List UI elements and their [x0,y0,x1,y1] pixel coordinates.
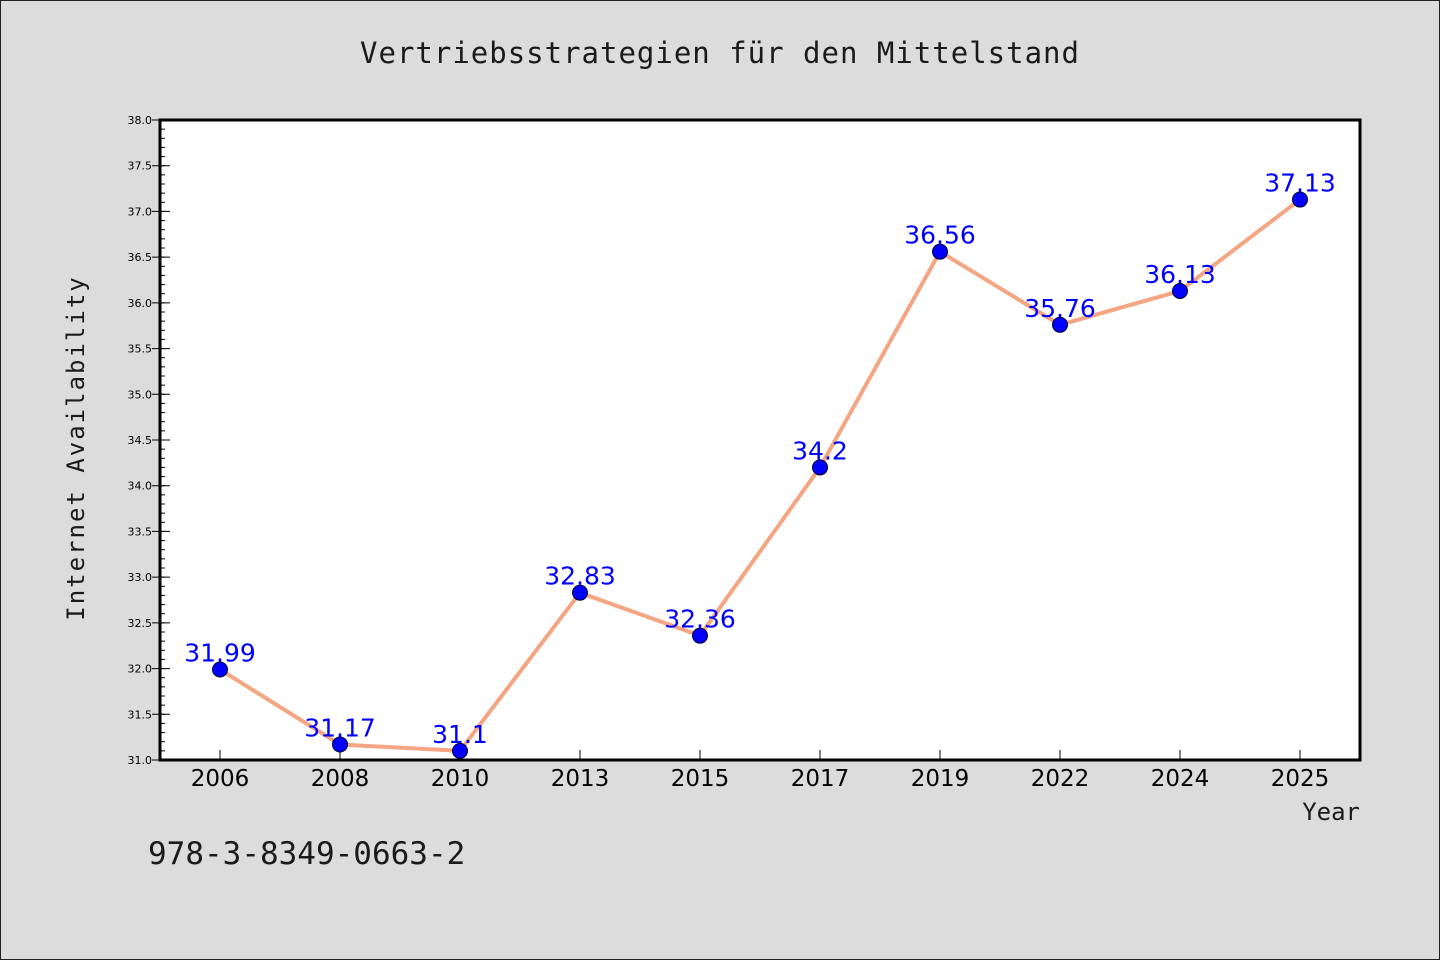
y-tick-label: 37.0 [128,205,153,218]
data-point-marker [332,736,348,753]
isbn-label: 978-3-8349-0663-2 [148,836,465,872]
plot-area [160,120,1360,760]
data-point-label: 31.1 [432,720,488,749]
chart-title: Vertriebsstrategien für den Mittelstand [360,36,1080,70]
data-point-label: 32.36 [664,605,736,634]
plot-frame [158,118,1362,762]
y-tick-label: 37.5 [128,160,153,173]
x-tick-label: 2022 [1031,766,1090,792]
x-tick-label: 2024 [1151,766,1210,792]
data-point-label: 34.2 [792,436,848,465]
x-tick-label: 2010 [431,766,490,792]
y-tick-label: 34.5 [128,434,153,447]
data-point-marker [212,661,228,678]
x-axis-title: Year [1302,798,1360,826]
y-axis-title: Internet Availability [62,275,90,620]
y-tick-label: 38.0 [128,114,153,127]
data-point-marker [1292,191,1308,208]
x-tick-label: 2025 [1271,766,1330,792]
y-tick-label: 31.5 [128,708,153,721]
data-labels: 31.99 31.17 31.1 32.83 32.36 34.2 36.56 35.76 36… [184,169,1336,749]
data-point-label: 31.17 [304,713,376,742]
data-points [212,191,1308,759]
y-tick-label: 34.0 [128,480,153,493]
y-tick-label: 32.5 [128,617,153,630]
y-tick-label: 35.0 [128,388,153,401]
x-axis-tick-labels: 2006 2008 2010 2013 2015 2017 2019 2022 2024 2025 [191,766,1330,792]
y-tick-label: 33.5 [128,525,153,538]
data-point-marker [1172,282,1188,299]
x-tick-label: 2017 [791,766,850,792]
data-point-label: 32.83 [544,562,616,591]
data-point-marker [452,742,468,759]
data-point-marker [1052,316,1068,333]
x-tick-label: 2008 [311,766,370,792]
data-point-marker [572,584,588,601]
y-axis-tick-labels: 31.0 31.5 32.0 32.5 33.0 33.5 34.0 34.5 35.0 35.5… [128,114,153,767]
y-tick-label: 36.0 [128,297,153,310]
data-point-marker [692,627,708,644]
x-tick-label: 2013 [551,766,610,792]
y-tick-label: 35.5 [128,343,153,356]
data-point-label: 37.13 [1264,169,1336,198]
y-tick-label: 32.0 [128,663,153,676]
data-point-label: 31.99 [184,638,256,667]
series-line [218,197,1302,753]
x-tick-label: 2019 [911,766,970,792]
data-point-marker [812,459,828,476]
y-tick-label: 33.0 [128,571,153,584]
data-point-label: 36.56 [904,221,976,250]
y-tick-label: 36.5 [128,251,153,264]
x-tick-label: 2006 [191,766,250,792]
x-tick-label: 2015 [671,766,730,792]
data-point-label: 36.13 [1144,260,1216,289]
data-point-marker [932,243,948,260]
y-tick-label: 31.0 [128,754,153,767]
data-point-label: 35.76 [1024,294,1096,323]
